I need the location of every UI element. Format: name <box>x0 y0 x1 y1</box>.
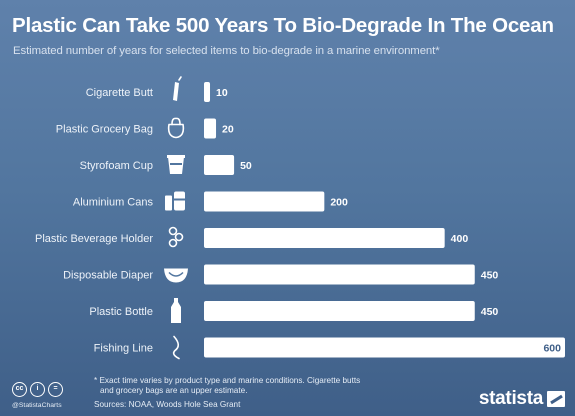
brand-logo: statista <box>479 388 565 410</box>
bar-row: Aluminium Cans 200 <box>73 191 348 212</box>
bar-row: Plastic Beverage Holder 400 <box>35 226 469 248</box>
bar <box>204 191 325 212</box>
bar <box>204 82 211 102</box>
bar <box>204 228 445 248</box>
beverage-holder-icon <box>168 226 184 248</box>
chart-title: Plastic Can Take 500 Years To Bio-Degrad… <box>12 14 554 37</box>
category-label: Aluminium Cans <box>73 197 154 209</box>
bar-row: Plastic Bottle 450 <box>89 298 498 323</box>
bar-row: Disposable Diaper 450 <box>63 264 499 285</box>
value-label: 450 <box>481 306 499 318</box>
fishing-line-icon <box>172 335 180 360</box>
cc-icon: cc <box>12 382 27 397</box>
category-label: Cigarette Butt <box>86 87 153 99</box>
bar <box>204 301 475 321</box>
footnote: * Exact time varies by product type and … <box>94 376 454 396</box>
bar <box>204 118 217 139</box>
bar-chart: Cigarette Butt 10 Plastic Grocery Bag 20 Sty… <box>35 76 565 360</box>
cigarette-butt-icon <box>173 76 182 101</box>
cans-icon <box>165 191 185 211</box>
chart-subtitle: Estimated number of years for selected i… <box>13 45 440 57</box>
source-note: Sources: NOAA, Woods Hole Sea Grant <box>94 400 241 409</box>
license-icons: cc i = <box>12 382 63 397</box>
value-label: 450 <box>481 270 499 282</box>
value-label: 50 <box>240 160 252 172</box>
brand-name: statista <box>478 388 543 409</box>
category-label: Styrofoam Cup <box>80 160 153 172</box>
social-handle: @StatistaCharts <box>12 402 62 409</box>
footnote-line-1: * Exact time varies by product type and … <box>94 376 361 385</box>
value-label: 20 <box>222 124 234 136</box>
cup-icon <box>167 155 185 174</box>
category-label: Plastic Beverage Holder <box>35 233 153 245</box>
category-label: Plastic Grocery Bag <box>56 124 153 136</box>
value-label: 400 <box>451 233 469 245</box>
bottle-icon <box>171 298 181 323</box>
statista-logo-icon <box>547 391 565 407</box>
category-label: Plastic Bottle <box>89 306 153 318</box>
bar <box>204 337 565 358</box>
bar-row: Cigarette Butt 10 <box>86 76 228 102</box>
category-label: Fishing Line <box>94 343 153 355</box>
value-label: 600 <box>543 343 561 355</box>
footnote-line-2: and grocery bags are an upper estimate. <box>100 386 248 395</box>
category-label: Disposable Diaper <box>63 270 153 282</box>
diaper-icon <box>164 268 188 283</box>
bar-row: Fishing Line 600 <box>94 335 565 360</box>
value-label: 200 <box>330 197 348 209</box>
no-derivatives-icon: = <box>48 382 63 397</box>
bar <box>204 155 235 175</box>
value-label: 10 <box>216 87 228 99</box>
bar-row: Styrofoam Cup 50 <box>80 155 252 175</box>
grocery-bag-icon <box>167 117 185 139</box>
bar-row: Plastic Grocery Bag 20 <box>56 117 234 139</box>
bar <box>204 264 475 285</box>
attribution-icon: i <box>30 382 45 397</box>
